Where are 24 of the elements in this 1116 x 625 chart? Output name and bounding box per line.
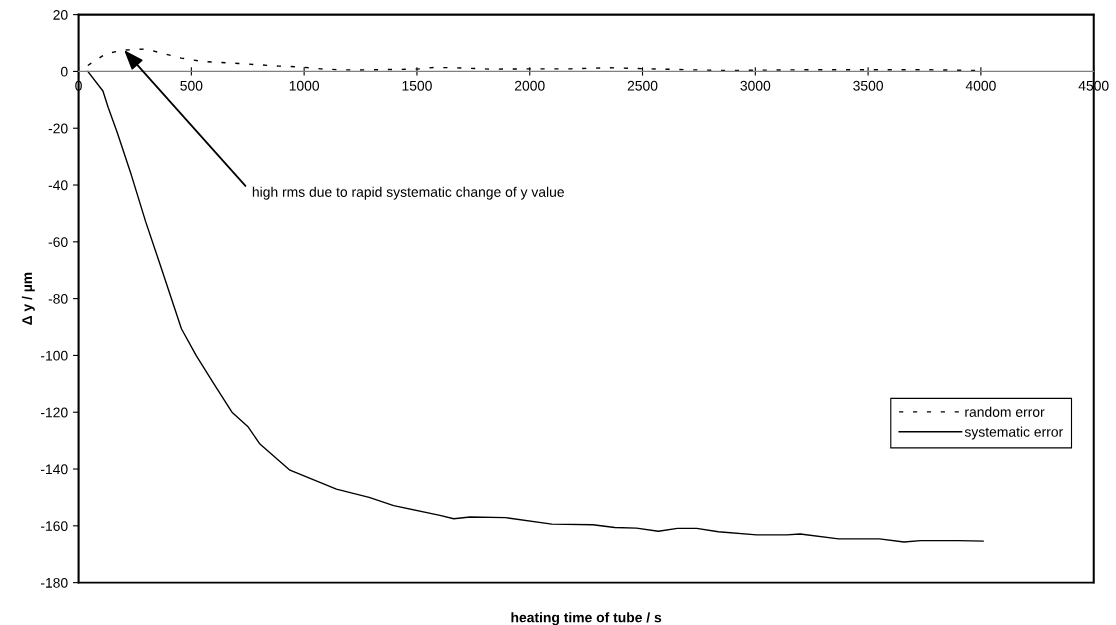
y-axis-title: Δ y / µm	[21, 272, 35, 325]
x-tick-label: 1500	[402, 80, 432, 91]
y-tick-label: -120	[40, 407, 68, 418]
x-tick-label: 4000	[965, 80, 996, 91]
legend-label: systematic error	[964, 426, 1063, 440]
x-tick-label: 1000	[289, 80, 320, 91]
y-tick-label: -80	[48, 293, 68, 304]
x-axis-title: heating time of tube / s	[511, 612, 662, 625]
y-tick-label: -100	[40, 350, 68, 361]
legend-label: random error	[965, 406, 1045, 417]
x-tick-label: 3500	[853, 80, 884, 91]
y-tick-label: -20	[48, 123, 68, 134]
y-tick-label: -60	[48, 237, 68, 247]
y-tick-label: -40	[48, 180, 68, 191]
y-tick-label: -140	[40, 464, 68, 475]
y-tick-label: 0	[60, 66, 68, 77]
y-tick-label: -160	[40, 521, 68, 531]
annotation: high rms due to rapid systematic change of y value	[252, 186, 564, 200]
x-tick-label: 500	[180, 80, 203, 91]
x-tick-label: 2000	[514, 80, 545, 91]
y-tick-label: 20	[53, 9, 68, 20]
x-tick-label: 2500	[627, 80, 658, 91]
y-tick-label: -180	[40, 577, 68, 588]
x-tick-label: 3000	[740, 80, 771, 91]
